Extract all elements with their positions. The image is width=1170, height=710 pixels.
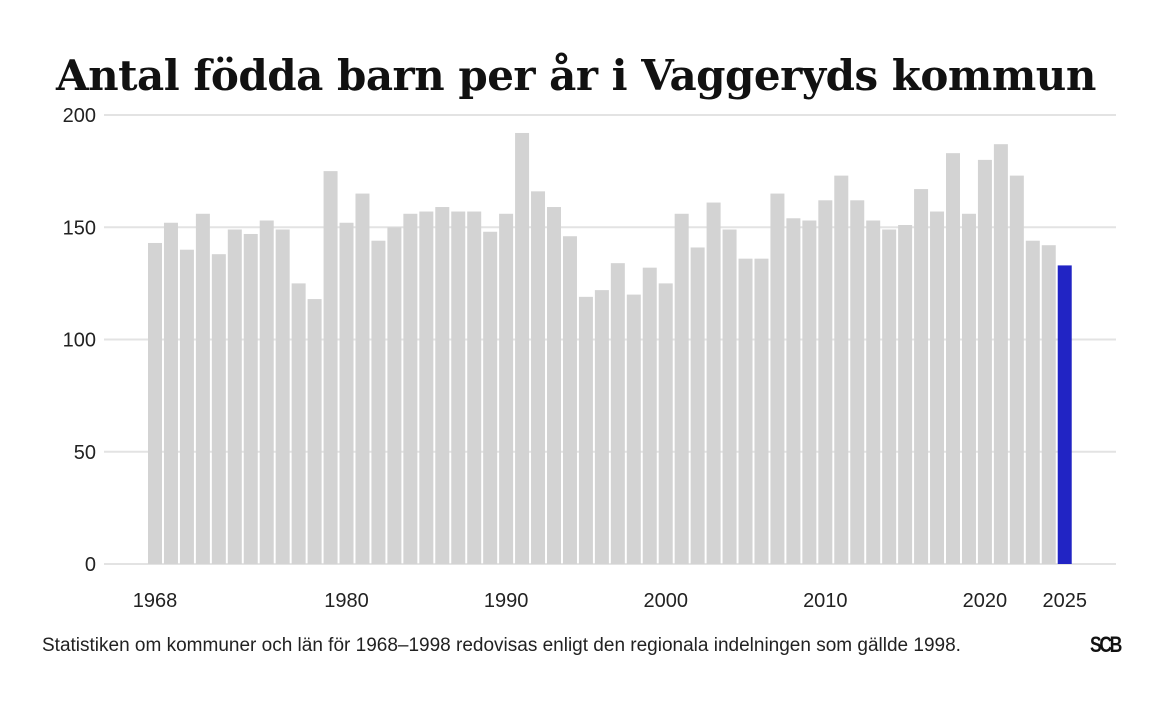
bar-1971 — [195, 213, 210, 564]
bar-1984 — [403, 213, 418, 564]
bar-1973 — [227, 229, 242, 564]
bars — [148, 132, 1072, 565]
bar-2012 — [850, 200, 865, 564]
bar-1995 — [578, 296, 593, 564]
x-axis-ticks: 1968 1980 1990 2000 2010 2020 2025 — [133, 590, 1087, 612]
bar-1989 — [483, 231, 498, 565]
bar-1992 — [531, 191, 546, 564]
bar-2017 — [930, 211, 945, 564]
bar-1988 — [467, 211, 482, 564]
bar-1997 — [610, 263, 625, 564]
bar-1970 — [179, 249, 194, 564]
bar-1996 — [594, 290, 609, 564]
x-tick-label: 2025 — [1042, 590, 1087, 612]
scb-logo: SCB — [1090, 632, 1122, 657]
y-axis-ticks: 0 50 100 150 200 — [63, 105, 96, 576]
bar-2020 — [977, 159, 992, 564]
bar-2002 — [690, 247, 705, 564]
bar-1981 — [355, 193, 370, 564]
bar-2009 — [802, 220, 817, 564]
bar-2006 — [754, 258, 769, 564]
y-tick-label: 50 — [74, 442, 96, 464]
bar-1993 — [547, 207, 561, 565]
bar-2001 — [674, 213, 689, 564]
bar-2015 — [898, 225, 913, 564]
bar-2016 — [914, 189, 929, 564]
bar-2013 — [866, 220, 881, 564]
bar-1980 — [339, 222, 354, 564]
y-tick-label: 200 — [63, 105, 96, 127]
bar-2010 — [818, 200, 833, 564]
bar-1985 — [419, 211, 434, 564]
bar-1982 — [371, 240, 386, 564]
bar-2019 — [961, 213, 976, 564]
bar-1974 — [243, 233, 258, 565]
bar-1999 — [642, 267, 657, 564]
bar-2022 — [1009, 175, 1024, 564]
bar-1986 — [435, 207, 450, 565]
bar-2008 — [786, 218, 801, 564]
bar-1969 — [163, 222, 178, 564]
bar-1975 — [259, 220, 274, 564]
x-tick-label: 2010 — [803, 590, 848, 612]
bar-2005 — [738, 258, 753, 564]
x-tick-label: 1990 — [484, 590, 529, 612]
x-tick-label: 1968 — [133, 590, 178, 612]
y-tick-label: 0 — [85, 554, 96, 576]
bar-1977 — [291, 283, 306, 565]
bar-2014 — [882, 229, 897, 564]
bar-2000 — [658, 283, 673, 565]
bar-2025 — [1057, 265, 1072, 564]
bar-1976 — [275, 229, 290, 564]
bar-1998 — [626, 294, 641, 564]
bar-2021 — [993, 144, 1008, 564]
bar-1987 — [451, 211, 466, 564]
bar-1979 — [323, 171, 338, 565]
x-tick-label: 1980 — [324, 590, 369, 612]
bar-1968 — [148, 242, 162, 564]
bar-2003 — [706, 202, 721, 565]
bar-1991 — [515, 132, 530, 564]
bar-2011 — [834, 175, 849, 564]
bar-2023 — [1025, 240, 1040, 564]
y-tick-label: 100 — [63, 330, 96, 352]
bar-2007 — [770, 193, 785, 564]
x-tick-label: 2020 — [963, 590, 1008, 612]
bar-2018 — [946, 153, 960, 564]
footnote: Statistiken om kommuner och län för 1968… — [42, 635, 961, 656]
bar-2004 — [722, 229, 737, 564]
x-tick-label: 2000 — [643, 590, 688, 612]
chart-title: Antal födda barn per år i Vaggeryds komm… — [56, 51, 1096, 100]
bar-1983 — [387, 227, 402, 564]
bar-1972 — [211, 254, 226, 564]
bar-1990 — [499, 213, 514, 564]
bar-2024 — [1041, 245, 1056, 564]
bar-1994 — [562, 236, 577, 565]
y-tick-label: 150 — [63, 217, 96, 239]
bar-chart: 0 50 100 150 200 1968 1980 1990 2000 2010 2020 202… — [63, 105, 1116, 612]
bar-1978 — [307, 299, 322, 564]
